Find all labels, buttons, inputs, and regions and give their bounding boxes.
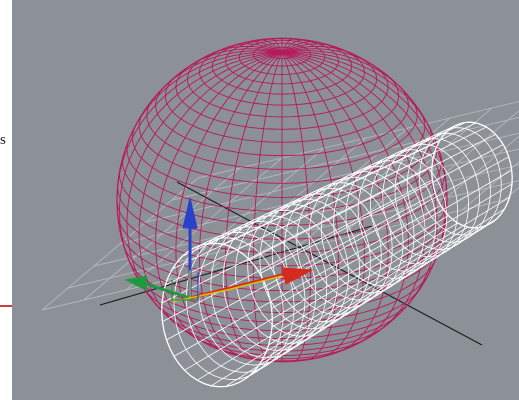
cylinder-ring xyxy=(161,242,273,388)
sphere-line xyxy=(175,51,283,354)
sphere-line xyxy=(126,139,438,212)
ground-grid xyxy=(41,101,519,311)
grid-line xyxy=(419,135,519,221)
sphere-line xyxy=(126,51,283,310)
sphere-line xyxy=(281,52,339,361)
viewport-scene xyxy=(41,37,519,388)
sphere-line xyxy=(155,86,409,157)
cylinder-ring xyxy=(320,171,415,294)
sphere-line xyxy=(138,51,283,335)
sphere-line xyxy=(281,51,435,139)
3d-viewport[interactable] xyxy=(12,0,519,400)
sphere-wireframe[interactable] xyxy=(116,37,448,363)
cylinder-ring xyxy=(369,149,459,265)
sphere-line xyxy=(199,52,283,358)
cylinder-ring xyxy=(271,193,371,323)
gizmo-helper xyxy=(189,289,228,299)
grid-line xyxy=(93,164,519,267)
cylinder-wireframe[interactable] xyxy=(161,121,513,388)
grid-line xyxy=(293,117,451,251)
grid-line xyxy=(125,157,283,291)
cylinder-ring xyxy=(259,198,360,330)
grid-line xyxy=(83,167,241,301)
sphere-line xyxy=(186,53,378,118)
sphere-line xyxy=(281,51,438,310)
gizmo-y-arrow xyxy=(124,275,147,291)
sphere-line xyxy=(116,51,283,206)
sphere-line xyxy=(225,52,283,361)
gizmo-z-arrow xyxy=(182,197,198,229)
sphere-line xyxy=(199,45,365,106)
gizmo-helper xyxy=(226,275,283,291)
cylinder-ring xyxy=(247,204,350,337)
sphere-line xyxy=(164,74,400,143)
sphere-line xyxy=(399,86,409,106)
sphere-line xyxy=(281,52,312,362)
cylinder-ring xyxy=(185,231,295,373)
cylinder-ring xyxy=(234,209,339,344)
sphere-line xyxy=(281,51,426,335)
sphere-line xyxy=(138,111,426,184)
grid-line xyxy=(197,101,519,179)
cylinder-ring xyxy=(210,220,317,359)
margin-text: s xyxy=(0,132,6,148)
sphere-outline xyxy=(116,37,448,363)
sphere-line xyxy=(281,52,365,358)
sphere-line xyxy=(252,52,283,362)
sphere-line xyxy=(146,98,418,170)
grid-line xyxy=(461,161,519,211)
grid-line xyxy=(41,177,199,311)
grid-line xyxy=(145,132,519,223)
cylinder-ring xyxy=(173,237,284,380)
cylinder-ring xyxy=(345,160,437,279)
transform-gizmo[interactable] xyxy=(124,197,314,303)
sphere-line xyxy=(119,51,283,268)
gizmo-y-axis xyxy=(139,280,191,300)
sphere-line xyxy=(129,51,283,139)
gizmo-x-arrow xyxy=(281,267,314,285)
cylinder-ring xyxy=(431,121,513,229)
grid-line xyxy=(167,147,325,281)
sphere-line xyxy=(122,155,442,226)
sphere-line xyxy=(281,51,445,268)
cylinder-ring xyxy=(333,165,426,287)
cylinder-ring xyxy=(284,187,382,315)
sphere-line xyxy=(175,63,389,130)
cylinder-ring xyxy=(198,226,306,366)
cylinder-ring xyxy=(308,176,404,301)
